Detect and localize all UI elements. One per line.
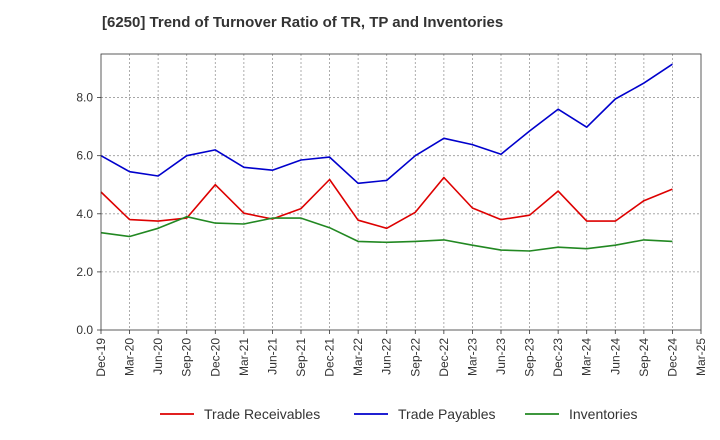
x-tick-label: Dec-22 xyxy=(437,338,451,377)
x-tick-label: Mar-21 xyxy=(237,338,251,376)
x-tick-label: Dec-20 xyxy=(208,338,222,377)
x-tick-label: Jun-24 xyxy=(608,338,622,375)
y-tick-label: 8.0 xyxy=(76,91,93,105)
y-tick-label: 2.0 xyxy=(76,265,93,279)
legend-label: Inventories xyxy=(569,406,637,422)
x-tick-label: Dec-19 xyxy=(94,338,108,377)
x-tick-label: Jun-21 xyxy=(265,338,279,375)
x-tick-label: Mar-22 xyxy=(351,338,365,376)
series-line xyxy=(100,176,673,230)
plot-frame xyxy=(100,53,702,331)
x-tick-label: Dec-24 xyxy=(665,338,679,377)
series-lines xyxy=(100,63,673,252)
legend-label: Trade Receivables xyxy=(204,406,320,422)
x-tick-label: Sep-23 xyxy=(523,338,537,377)
y-tick-label: 4.0 xyxy=(76,207,93,221)
x-tick-label: Sep-21 xyxy=(294,338,308,377)
y-tick-label: 6.0 xyxy=(76,149,93,163)
x-tick-label: Sep-22 xyxy=(408,338,422,377)
x-tick-label: Mar-25 xyxy=(694,338,708,376)
y-axis-ticks: 0.0 2.0 4.0 6.0 8.0 xyxy=(76,91,101,337)
x-tick-label: Dec-21 xyxy=(323,338,337,377)
plot-background xyxy=(101,54,701,330)
legend-label: Trade Payables xyxy=(398,406,496,422)
x-tick-label: Mar-23 xyxy=(465,338,479,376)
x-tick-label: Jun-20 xyxy=(151,338,165,375)
legend: Trade Receivables Trade Payables Inventori… xyxy=(160,406,637,422)
x-axis-ticks: Dec-19 Mar-20 Jun-20 Sep-20 Dec-20 Mar-21 Jun-… xyxy=(94,330,708,377)
x-tick-label: Dec-23 xyxy=(551,338,565,377)
chart-title: [6250] Trend of Turnover Ratio of TR, TP… xyxy=(102,14,504,31)
series-line xyxy=(100,63,673,185)
x-tick-label: Jun-22 xyxy=(380,338,394,375)
series-line xyxy=(100,215,673,252)
x-tick-label: Mar-24 xyxy=(580,338,594,376)
x-tick-label: Sep-24 xyxy=(637,338,651,377)
x-tick-label: Mar-20 xyxy=(123,338,137,376)
y-tick-label: 0.0 xyxy=(76,323,93,337)
x-tick-label: Jun-23 xyxy=(494,338,508,375)
x-tick-label: Sep-20 xyxy=(180,338,194,377)
